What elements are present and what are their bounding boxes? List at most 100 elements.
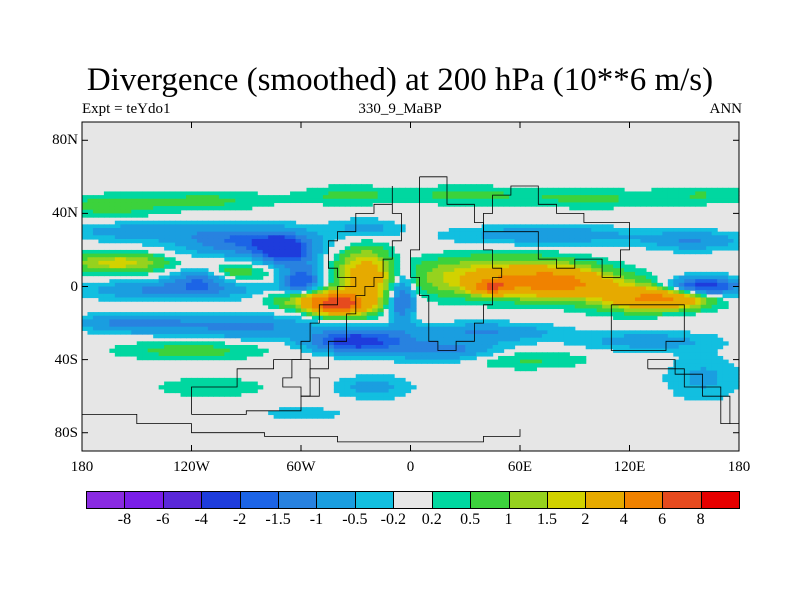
field-cell bbox=[481, 260, 488, 266]
field-cell bbox=[246, 228, 253, 233]
field-cell bbox=[290, 260, 297, 266]
field-cell bbox=[186, 297, 193, 302]
field-cell bbox=[525, 297, 532, 302]
field-cell bbox=[421, 279, 428, 284]
field-cell bbox=[372, 304, 379, 310]
field-cell bbox=[388, 352, 395, 357]
field-cell bbox=[224, 282, 231, 288]
field-cell bbox=[125, 348, 132, 353]
field-cell bbox=[311, 293, 319, 299]
field-cell bbox=[596, 187, 603, 193]
field-cell bbox=[251, 238, 258, 244]
field-cell bbox=[733, 385, 740, 390]
field-cell bbox=[136, 260, 143, 266]
field-cell bbox=[322, 312, 329, 317]
field-cell bbox=[634, 308, 642, 313]
field-cell bbox=[673, 238, 680, 244]
field-cell bbox=[640, 279, 647, 284]
field-cell bbox=[536, 187, 543, 193]
field-cell bbox=[240, 315, 247, 320]
field-cell bbox=[229, 377, 236, 383]
field-cell bbox=[136, 220, 143, 225]
field-cell bbox=[273, 220, 280, 225]
field-cell bbox=[98, 253, 105, 258]
field-cell bbox=[651, 202, 658, 207]
field-cell bbox=[520, 268, 527, 273]
field-cell bbox=[207, 355, 214, 361]
field-cell bbox=[459, 231, 466, 236]
field-cell bbox=[158, 319, 165, 324]
field-cell bbox=[207, 297, 214, 302]
field-cell bbox=[421, 290, 428, 295]
field-cell bbox=[322, 308, 329, 313]
field-cell bbox=[722, 242, 729, 247]
field-cell bbox=[240, 334, 247, 339]
field-cell bbox=[147, 355, 154, 361]
field-cell bbox=[109, 293, 116, 299]
field-cell bbox=[541, 253, 548, 258]
field-cell bbox=[355, 224, 362, 229]
field-cell bbox=[295, 301, 302, 306]
field-cell bbox=[383, 334, 390, 339]
field-cell bbox=[103, 191, 110, 196]
field-cell bbox=[180, 290, 187, 295]
field-cell bbox=[695, 187, 702, 193]
field-cell bbox=[509, 326, 516, 331]
field-cell bbox=[602, 290, 609, 295]
field-cell bbox=[317, 410, 324, 416]
field-cell bbox=[251, 249, 258, 255]
field-cell bbox=[645, 282, 652, 288]
field-cell bbox=[120, 195, 127, 200]
field-cell bbox=[651, 238, 658, 244]
field-cell bbox=[415, 323, 423, 328]
field-cell bbox=[92, 312, 100, 317]
field-cell bbox=[585, 238, 592, 244]
field-cell bbox=[175, 206, 182, 211]
field-cell bbox=[481, 341, 488, 346]
field-cell bbox=[383, 224, 390, 229]
field-cell bbox=[186, 290, 193, 295]
field-cell bbox=[673, 334, 680, 339]
field-cell bbox=[98, 319, 105, 324]
field-cell bbox=[186, 206, 193, 211]
field-cell bbox=[574, 275, 581, 280]
field-cell bbox=[213, 246, 220, 251]
field-cell bbox=[131, 209, 138, 214]
field-cell bbox=[158, 330, 165, 335]
field-cell bbox=[273, 249, 280, 255]
field-cell bbox=[410, 304, 417, 310]
field-cell bbox=[301, 414, 308, 419]
field-cell bbox=[169, 381, 176, 386]
field-cell bbox=[290, 282, 297, 288]
field-cell bbox=[103, 235, 110, 240]
field-cell bbox=[706, 191, 713, 196]
field-cell bbox=[662, 286, 669, 291]
field-cell bbox=[399, 385, 406, 390]
field-cell bbox=[585, 334, 592, 339]
field-cell bbox=[426, 297, 433, 302]
field-cell bbox=[235, 268, 242, 273]
field-cell bbox=[700, 301, 707, 306]
field-cell bbox=[153, 293, 160, 299]
field-cell bbox=[191, 238, 198, 244]
field-cell bbox=[645, 334, 652, 339]
field-cell bbox=[284, 414, 291, 419]
field-cell bbox=[175, 286, 182, 291]
field-cell bbox=[602, 264, 609, 269]
field-cell bbox=[722, 282, 729, 288]
field-cell bbox=[656, 341, 663, 346]
field-cell bbox=[218, 344, 225, 350]
field-cell bbox=[711, 235, 718, 240]
field-cell bbox=[426, 271, 433, 277]
field-cell bbox=[700, 374, 707, 379]
field-cell bbox=[268, 242, 275, 247]
field-cell bbox=[432, 268, 439, 273]
field-cell bbox=[207, 392, 214, 397]
field-cell bbox=[262, 231, 269, 236]
field-cell bbox=[186, 198, 193, 204]
field-cell bbox=[454, 341, 461, 346]
field-cell bbox=[224, 220, 231, 225]
field-cell bbox=[317, 279, 324, 284]
field-cell bbox=[684, 290, 691, 295]
field-cell bbox=[629, 290, 636, 295]
